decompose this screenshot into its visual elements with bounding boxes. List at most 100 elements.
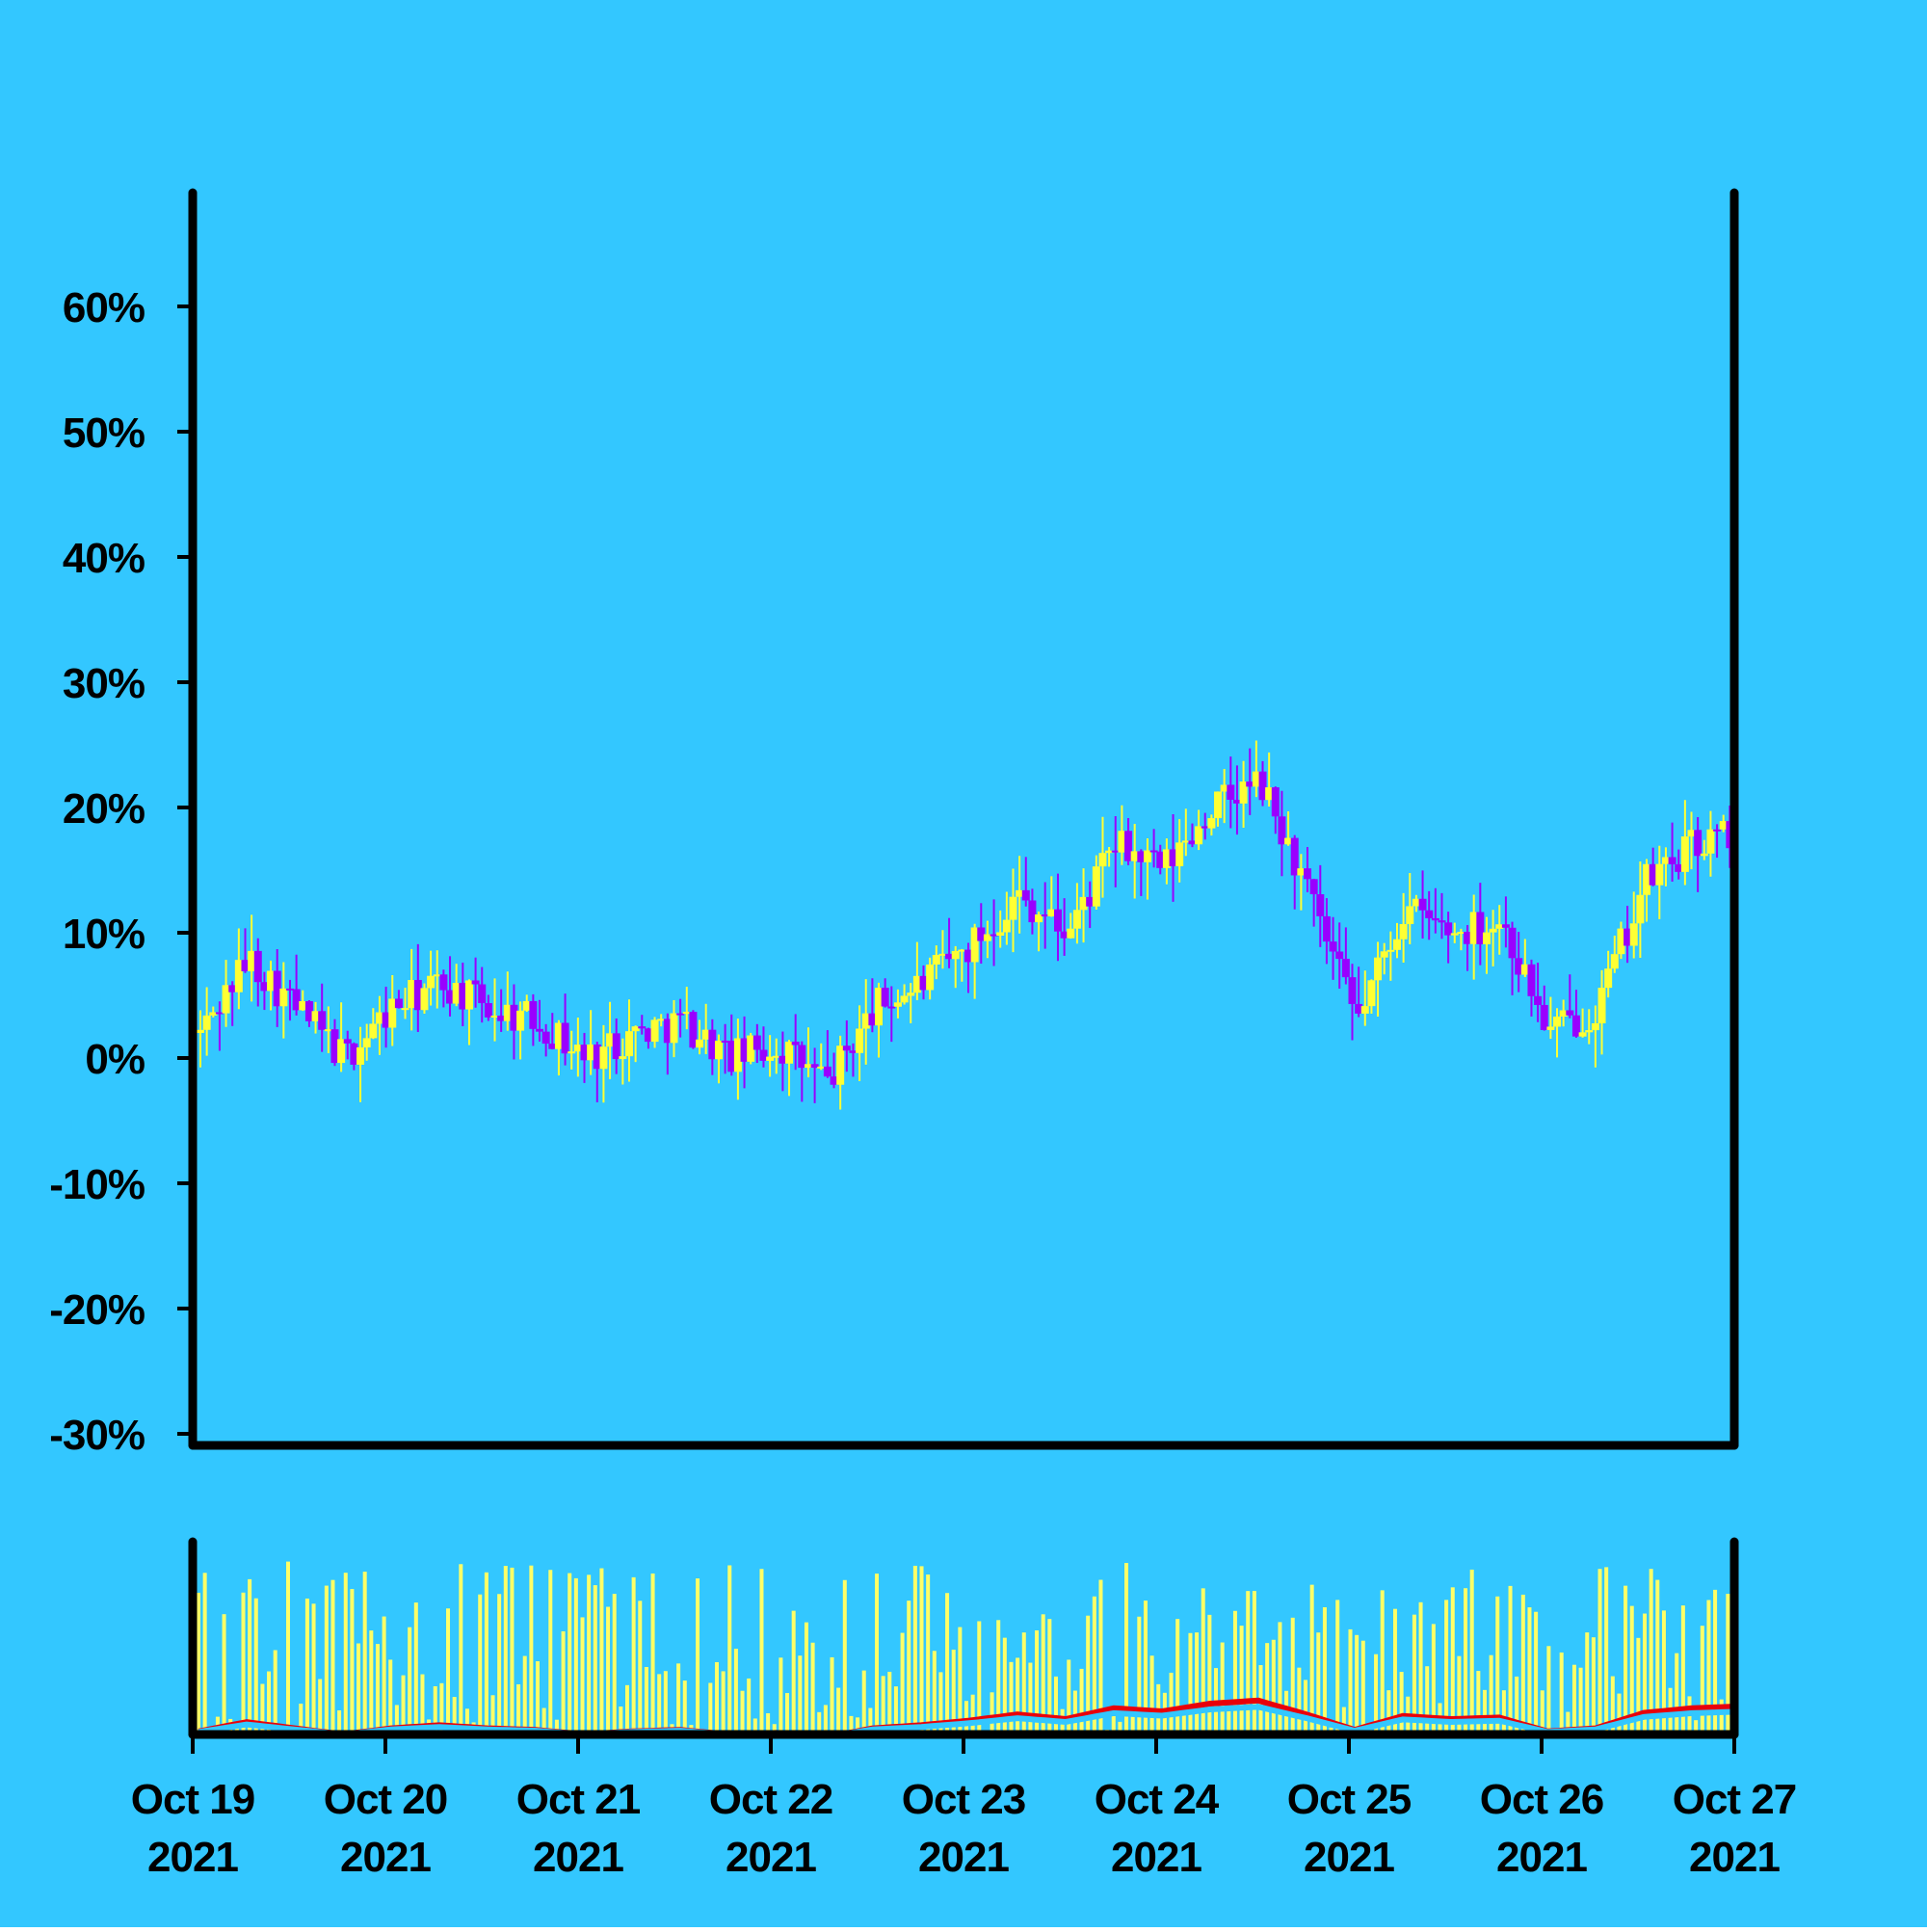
candle-body: [433, 974, 441, 977]
volume-bar: [1604, 1567, 1609, 1734]
candle-body: [624, 1031, 633, 1057]
candle-body: [1232, 799, 1241, 804]
volume-bar: [1002, 1637, 1007, 1734]
candle-body: [536, 1028, 544, 1032]
volume-bar: [202, 1573, 207, 1734]
candle-body: [1469, 912, 1478, 944]
volume-bar: [804, 1622, 808, 1734]
candle-body: [1035, 914, 1043, 923]
volume-bar: [1680, 1605, 1685, 1734]
volume-bar: [1067, 1659, 1071, 1734]
candle-body: [503, 1004, 512, 1021]
volume-bar: [1278, 1622, 1282, 1734]
candle-body: [817, 1066, 826, 1069]
volume-bar: [464, 1708, 469, 1734]
candle-body: [1220, 784, 1228, 792]
volume-bar: [1130, 1708, 1135, 1734]
candle-body: [573, 1045, 582, 1052]
candle-body: [478, 984, 487, 1004]
volume-bar: [433, 1685, 437, 1734]
x-tick-label-year: 2021: [1496, 1834, 1587, 1881]
volume-bar: [912, 1565, 917, 1734]
volume-bar: [1694, 1720, 1699, 1734]
candle-body: [682, 1012, 691, 1015]
volume-bar: [1719, 1699, 1724, 1734]
candle-body: [1675, 863, 1683, 872]
candle-body: [1680, 836, 1689, 872]
candle-body: [1367, 980, 1376, 1007]
candle-body: [299, 1001, 307, 1011]
volume-bar: [1469, 1569, 1474, 1734]
volume-bar: [856, 1717, 860, 1734]
candle-body: [1559, 1010, 1568, 1017]
volume-bar: [446, 1608, 451, 1734]
candle-body: [1053, 909, 1062, 932]
volume-bar: [503, 1566, 508, 1734]
volume-bar: [490, 1695, 495, 1734]
candle-body: [471, 980, 480, 985]
volume-bar: [484, 1572, 488, 1734]
volume-bar: [253, 1598, 258, 1734]
candle-body: [1464, 932, 1472, 944]
candle-body: [721, 1040, 729, 1043]
volume-bar: [1566, 1711, 1571, 1734]
candle-body: [1508, 927, 1517, 959]
candle-body: [1137, 851, 1146, 862]
candle-body: [951, 950, 960, 960]
candle-body: [1425, 910, 1434, 918]
candle-body: [599, 1046, 608, 1070]
candle-body: [868, 1013, 877, 1026]
volume-bar: [1137, 1616, 1142, 1734]
candle-body: [1610, 954, 1619, 969]
volume-bar: [401, 1675, 406, 1734]
volume-bar: [304, 1598, 309, 1734]
volume-bar: [1079, 1668, 1084, 1734]
candle-body: [1304, 868, 1312, 880]
candle-body: [1450, 933, 1459, 936]
candle-body: [785, 1042, 794, 1064]
candle-body: [497, 1015, 506, 1021]
volume-bar: [516, 1683, 521, 1734]
candle-body: [842, 1045, 851, 1051]
volume-bar: [727, 1565, 732, 1734]
volume-bar: [541, 1707, 546, 1734]
candle-body: [561, 1022, 569, 1054]
candle-body: [1392, 939, 1401, 950]
volume-bar: [1597, 1569, 1602, 1734]
candle-body: [209, 1012, 218, 1016]
candle-body: [849, 1050, 858, 1053]
volume-bar: [714, 1661, 719, 1734]
volume-bar: [554, 1719, 559, 1734]
volume-bar: [1239, 1626, 1244, 1734]
volume-bar: [1515, 1676, 1519, 1734]
volume-bar: [733, 1649, 738, 1734]
volume-bar: [612, 1594, 617, 1734]
volume-bar: [1386, 1690, 1391, 1734]
candle-body: [1335, 951, 1344, 960]
candle-body: [779, 1055, 787, 1064]
volume-bar: [1450, 1587, 1455, 1734]
volume-bar: [752, 1718, 757, 1734]
volume-bar: [1341, 1707, 1346, 1734]
candle-body: [439, 974, 448, 991]
candle-body: [810, 1064, 819, 1069]
volume-bar: [1534, 1611, 1539, 1734]
candle-body: [273, 970, 281, 1007]
volume-bar: [1643, 1613, 1648, 1734]
candle-body: [1201, 826, 1209, 829]
x-tick-label-date: Oct 20: [324, 1776, 448, 1823]
x-tick-label-year: 2021: [340, 1834, 431, 1881]
x-tick-label-date: Oct 23: [902, 1776, 1026, 1823]
candle-body: [1028, 900, 1037, 923]
y-tick-label: -30%: [49, 1412, 145, 1459]
volume-bar: [1092, 1596, 1096, 1734]
candle-body: [1246, 781, 1254, 787]
volume-bar: [573, 1577, 578, 1734]
candle-body: [1629, 923, 1638, 946]
candle-body: [670, 1013, 678, 1044]
volume-bar: [1585, 1632, 1590, 1734]
candle-body: [1098, 853, 1107, 867]
volume-bar: [1571, 1664, 1576, 1734]
volume-bar: [1021, 1632, 1026, 1734]
candle-body: [1406, 906, 1414, 924]
